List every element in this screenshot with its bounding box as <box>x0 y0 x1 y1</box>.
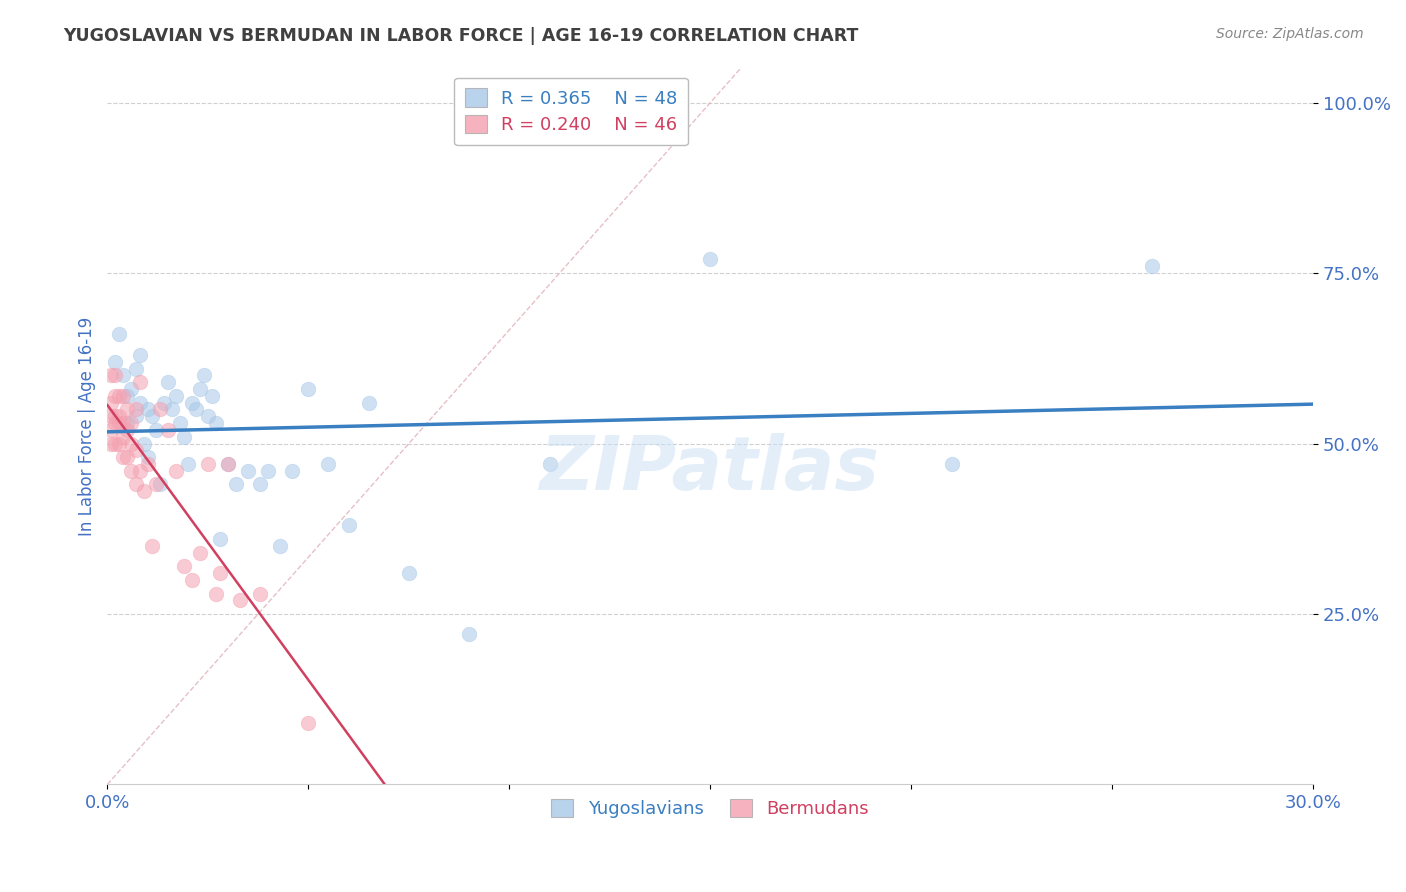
Point <box>117 389 139 403</box>
Point <box>132 436 155 450</box>
Point <box>128 375 150 389</box>
Point <box>538 457 561 471</box>
Point <box>136 457 159 471</box>
Point <box>337 518 360 533</box>
Point <box>108 416 131 430</box>
Point <box>236 464 259 478</box>
Point <box>225 477 247 491</box>
Point <box>104 416 127 430</box>
Text: ZIPatlas: ZIPatlas <box>540 433 880 506</box>
Point <box>108 389 131 403</box>
Point <box>145 423 167 437</box>
Point <box>398 566 420 580</box>
Point <box>100 368 122 383</box>
Point <box>112 416 135 430</box>
Point <box>124 402 146 417</box>
Point <box>165 464 187 478</box>
Point <box>128 464 150 478</box>
Point <box>297 382 319 396</box>
Point <box>117 450 139 465</box>
Point <box>160 402 183 417</box>
Point <box>136 402 159 417</box>
Point <box>357 395 380 409</box>
Point <box>249 477 271 491</box>
Point <box>173 430 195 444</box>
Point <box>117 423 139 437</box>
Point <box>201 389 224 403</box>
Point <box>117 402 139 417</box>
Point <box>121 382 143 396</box>
Point <box>136 450 159 465</box>
Point <box>188 382 211 396</box>
Point <box>117 416 139 430</box>
Point <box>173 559 195 574</box>
Point <box>149 402 172 417</box>
Point <box>121 464 143 478</box>
Point <box>100 436 122 450</box>
Point <box>269 539 291 553</box>
Text: Source: ZipAtlas.com: Source: ZipAtlas.com <box>1216 27 1364 41</box>
Point <box>108 327 131 342</box>
Point <box>145 477 167 491</box>
Point <box>229 593 252 607</box>
Point <box>112 368 135 383</box>
Point <box>121 436 143 450</box>
Point <box>141 409 163 424</box>
Point <box>104 436 127 450</box>
Point <box>281 464 304 478</box>
Point <box>184 402 207 417</box>
Point <box>104 389 127 403</box>
Point <box>165 389 187 403</box>
Point <box>297 716 319 731</box>
Point <box>141 539 163 553</box>
Point <box>208 566 231 580</box>
Point <box>318 457 340 471</box>
Legend: Yugoslavians, Bermudans: Yugoslavians, Bermudans <box>544 792 876 825</box>
Point <box>121 416 143 430</box>
Point <box>941 457 963 471</box>
Point <box>108 436 131 450</box>
Point <box>100 423 122 437</box>
Point <box>197 409 219 424</box>
Point <box>124 443 146 458</box>
Point <box>100 395 122 409</box>
Y-axis label: In Labor Force | Age 16-19: In Labor Force | Age 16-19 <box>79 317 96 536</box>
Point <box>193 368 215 383</box>
Point <box>208 532 231 546</box>
Point <box>156 375 179 389</box>
Point <box>124 409 146 424</box>
Point <box>188 546 211 560</box>
Point <box>169 416 191 430</box>
Point <box>180 395 202 409</box>
Point <box>217 457 239 471</box>
Point <box>257 464 280 478</box>
Point <box>104 368 127 383</box>
Point <box>177 457 200 471</box>
Point <box>1142 259 1164 273</box>
Point <box>112 389 135 403</box>
Point <box>124 477 146 491</box>
Point <box>197 457 219 471</box>
Point <box>104 409 127 424</box>
Point <box>124 361 146 376</box>
Point <box>104 354 127 368</box>
Point <box>112 430 135 444</box>
Point <box>128 395 150 409</box>
Point <box>152 395 174 409</box>
Point <box>458 627 481 641</box>
Point <box>100 409 122 424</box>
Point <box>217 457 239 471</box>
Point <box>699 252 721 267</box>
Point <box>132 484 155 499</box>
Point <box>128 348 150 362</box>
Text: YUGOSLAVIAN VS BERMUDAN IN LABOR FORCE | AGE 16-19 CORRELATION CHART: YUGOSLAVIAN VS BERMUDAN IN LABOR FORCE |… <box>63 27 859 45</box>
Point <box>156 423 179 437</box>
Point <box>149 477 172 491</box>
Point <box>205 586 228 600</box>
Point <box>205 416 228 430</box>
Point <box>249 586 271 600</box>
Point <box>112 450 135 465</box>
Point <box>180 573 202 587</box>
Point <box>108 409 131 424</box>
